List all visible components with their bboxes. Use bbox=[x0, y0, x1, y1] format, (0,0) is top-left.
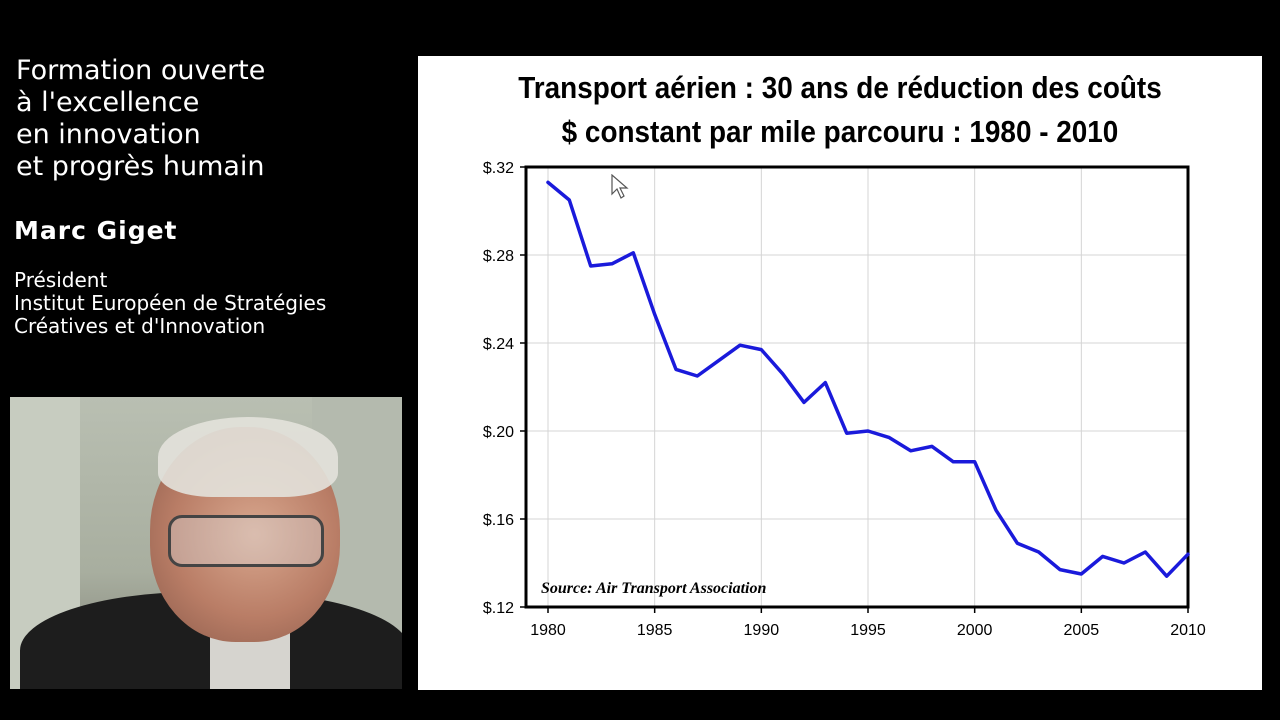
y-tick-label: $.20 bbox=[483, 424, 514, 441]
presenter-glasses bbox=[168, 515, 324, 567]
line-chart: $.12 $.16 $.20 $.24 $.28 $.32 1980 1985 1990 1995… bbox=[483, 160, 1206, 639]
course-title: Formation ouverte à l'excellence en inno… bbox=[16, 55, 265, 183]
mouse-cursor-icon bbox=[611, 173, 629, 204]
presenter-role: Président Institut Européen de Stratégie… bbox=[14, 269, 326, 338]
x-tick-label: 1980 bbox=[530, 622, 566, 639]
presenter-role-line: Institut Européen de Stratégies bbox=[14, 291, 327, 315]
course-title-line: Formation ouverte bbox=[16, 55, 266, 86]
presenter-role-line: Président bbox=[14, 268, 108, 292]
course-title-line: à l'excellence bbox=[16, 87, 200, 118]
x-tick-label: 2010 bbox=[1170, 622, 1206, 639]
x-tick-label: 1990 bbox=[744, 622, 780, 639]
course-title-line: en innovation bbox=[16, 119, 201, 150]
presenter-hair bbox=[158, 417, 338, 497]
slide-title: Transport aérien : 30 ans de réduction d… bbox=[460, 66, 1220, 154]
y-tick-label: $.12 bbox=[483, 600, 514, 617]
presenter-role-line: Créatives et d'Innovation bbox=[14, 314, 266, 338]
presenter-video-feed bbox=[10, 397, 402, 689]
presenter-name: Marc Giget bbox=[14, 216, 178, 245]
slide-subtitle-line: $ constant par mile parcouru : 1980 - 20… bbox=[561, 114, 1119, 149]
slide: Transport aérien : 30 ans de réduction d… bbox=[418, 56, 1262, 690]
plot-frame bbox=[524, 165, 1190, 609]
series-line bbox=[546, 180, 1190, 578]
x-tick-label: 2005 bbox=[1064, 622, 1100, 639]
left-panel: Formation ouverte à l'excellence en inno… bbox=[0, 0, 410, 720]
source-annotation: Source: Air Transport Association bbox=[541, 580, 766, 597]
x-tick-label: 1985 bbox=[637, 622, 673, 639]
course-title-line: et progrès humain bbox=[16, 151, 265, 182]
x-tick-label: 1995 bbox=[850, 622, 886, 639]
x-tick-label: 2000 bbox=[957, 622, 993, 639]
y-tick-label: $.24 bbox=[483, 336, 514, 353]
y-tick-label: $.32 bbox=[483, 160, 514, 177]
y-tick-label: $.16 bbox=[483, 512, 514, 529]
slide-title-line: Transport aérien : 30 ans de réduction d… bbox=[518, 70, 1162, 105]
y-tick-label: $.28 bbox=[483, 248, 514, 265]
